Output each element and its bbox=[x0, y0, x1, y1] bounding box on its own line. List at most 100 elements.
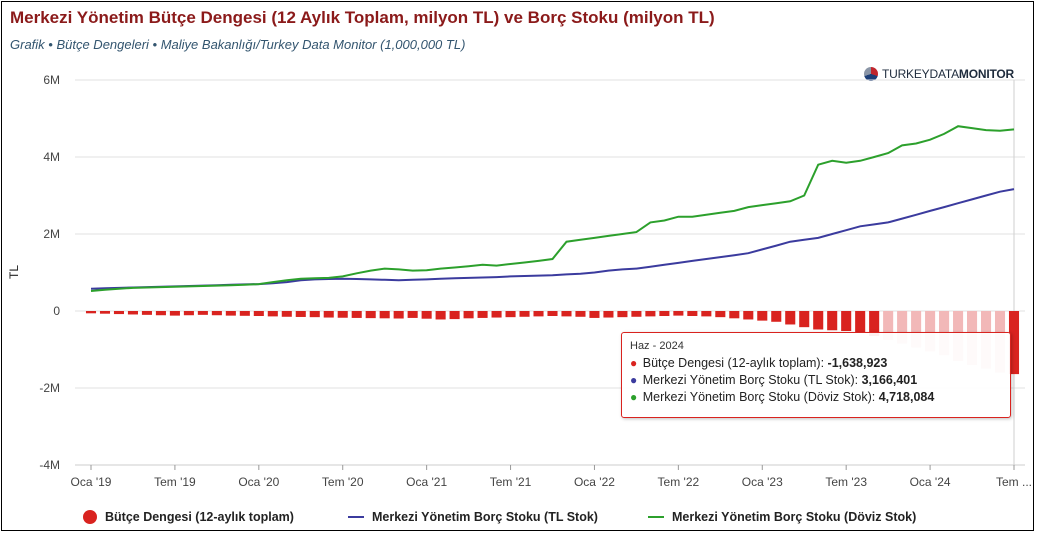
dot-icon: ● bbox=[630, 390, 638, 404]
budget-bar bbox=[435, 311, 446, 320]
budget-bar bbox=[1008, 311, 1020, 375]
x-tick-label: Oca '19 bbox=[71, 475, 112, 489]
budget-bar bbox=[197, 311, 208, 315]
budget-bar bbox=[141, 311, 152, 315]
budget-bar bbox=[295, 311, 306, 317]
x-tick-label: Oca '24 bbox=[910, 475, 951, 489]
chart-title: Merkezi Yönetim Bütçe Dengesi (12 Aylık … bbox=[10, 8, 715, 27]
budget-bar bbox=[729, 311, 740, 319]
budget-bar bbox=[785, 311, 796, 325]
budget-bar bbox=[575, 311, 586, 317]
y-axis-label: TL bbox=[7, 265, 21, 279]
x-tick-label: Oca '20 bbox=[238, 475, 279, 489]
globe-icon bbox=[864, 67, 878, 81]
tooltip-period: Haz - 2024 bbox=[630, 340, 684, 352]
brand-wordmark: TURKEYDATAMONITOR bbox=[882, 67, 1014, 81]
budget-bar bbox=[183, 311, 194, 316]
tooltip-row-tl-stock: ● Merkezi Yönetim Borç Stoku (TL Stok): … bbox=[630, 373, 918, 387]
legend-line-icon bbox=[348, 516, 364, 518]
budget-bar bbox=[841, 311, 852, 332]
budget-bar bbox=[687, 311, 698, 317]
chart-subtitle: Grafik • Bütçe Dengeleri • Maliye Bakanl… bbox=[10, 37, 466, 52]
budget-bar bbox=[449, 311, 460, 320]
budget-bar bbox=[631, 311, 642, 317]
budget-bar bbox=[617, 311, 628, 318]
x-tick-label: Oca '22 bbox=[574, 475, 615, 489]
budget-bar bbox=[169, 311, 180, 316]
budget-bar bbox=[799, 311, 810, 328]
fx-stock-line bbox=[90, 125, 1015, 292]
budget-bar bbox=[477, 311, 488, 318]
x-tick-label: Tem '23 bbox=[825, 475, 867, 489]
budget-bar bbox=[127, 311, 138, 315]
budget-bar bbox=[715, 311, 726, 318]
legend-item-budget[interactable]: Bütçe Dengesi (12-aylık toplam) bbox=[83, 510, 294, 524]
budget-bar bbox=[491, 311, 502, 318]
legend-line-icon bbox=[648, 516, 664, 518]
legend-dot-icon bbox=[83, 510, 97, 524]
budget-bar bbox=[855, 311, 866, 333]
budget-bar bbox=[407, 311, 418, 318]
chart-legend: Bütçe Dengesi (12-aylık toplam) Merkezi … bbox=[0, 510, 1037, 530]
budget-bar bbox=[85, 311, 97, 314]
y-tick-label: 0 bbox=[53, 304, 60, 318]
budget-bar bbox=[323, 311, 334, 318]
budget-bar bbox=[113, 311, 125, 315]
budget-bar bbox=[211, 311, 222, 316]
budget-bar bbox=[673, 311, 684, 316]
tl-stock-line bbox=[90, 188, 1015, 290]
y-tick-label: 4M bbox=[43, 150, 60, 164]
y-tick-label: 6M bbox=[43, 73, 60, 87]
budget-bar bbox=[533, 311, 544, 317]
tooltip-row-fx-stock: ● Merkezi Yönetim Borç Stoku (Döviz Stok… bbox=[630, 390, 935, 404]
brand-logo[interactable]: TURKEYDATAMONITOR bbox=[864, 67, 1014, 81]
legend-item-fx-stock[interactable]: Merkezi Yönetim Borç Stoku (Döviz Stok) bbox=[648, 510, 916, 524]
x-tick-label: Oca '21 bbox=[406, 475, 447, 489]
budget-bar bbox=[281, 311, 292, 317]
dot-icon: ● bbox=[630, 356, 638, 370]
budget-bar bbox=[155, 311, 166, 316]
y-tick-label: -2M bbox=[39, 381, 60, 395]
budget-bar bbox=[337, 311, 348, 318]
budget-bar bbox=[869, 311, 880, 337]
budget-bar bbox=[813, 311, 824, 330]
y-tick-label: -4M bbox=[39, 458, 60, 472]
chart-plot[interactable]: 6M 4M 2M 0 -2M -4M TL Oca '19 Tem '19 Oca '20 Tem … bbox=[0, 0, 1037, 510]
budget-bar bbox=[365, 311, 376, 319]
budget-bar bbox=[827, 311, 838, 331]
x-tick-label: Tem '19 bbox=[154, 475, 196, 489]
data-tooltip: Haz - 2024 ● Bütçe Dengesi (12-aylık top… bbox=[621, 332, 1011, 418]
budget-bar bbox=[757, 311, 768, 321]
x-tick-label: Tem '20 bbox=[322, 475, 364, 489]
y-tick-label: 2M bbox=[43, 227, 60, 241]
budget-bar bbox=[743, 311, 754, 320]
x-tick-label: Tem '22 bbox=[658, 475, 700, 489]
budget-bar bbox=[911, 311, 922, 348]
budget-bar bbox=[253, 311, 264, 317]
budget-bar bbox=[239, 311, 250, 316]
budget-bar bbox=[547, 311, 558, 317]
budget-bar bbox=[659, 311, 670, 317]
budget-bar bbox=[589, 311, 600, 318]
budget-bar bbox=[267, 311, 278, 317]
budget-bar bbox=[99, 311, 111, 314]
budget-bar bbox=[561, 311, 572, 317]
x-tick-label: Tem '21 bbox=[490, 475, 532, 489]
budget-bar bbox=[505, 311, 516, 318]
budget-bar bbox=[925, 311, 936, 352]
tooltip-row-budget: ● Bütçe Dengesi (12-aylık toplam): -1,63… bbox=[630, 356, 888, 370]
budget-bar bbox=[309, 311, 320, 318]
budget-bar bbox=[463, 311, 474, 319]
budget-bar bbox=[771, 311, 782, 322]
dot-icon: ● bbox=[630, 373, 638, 387]
budget-bar bbox=[701, 311, 712, 317]
legend-item-tl-stock[interactable]: Merkezi Yönetim Borç Stoku (TL Stok) bbox=[348, 510, 598, 524]
budget-bar bbox=[421, 311, 432, 319]
budget-bar bbox=[519, 311, 530, 317]
budget-bar bbox=[225, 311, 236, 316]
x-tick-label: Tem ... bbox=[996, 475, 1032, 489]
budget-bar bbox=[645, 311, 656, 317]
budget-bar bbox=[603, 311, 614, 318]
x-tick-label: Oca '23 bbox=[742, 475, 783, 489]
